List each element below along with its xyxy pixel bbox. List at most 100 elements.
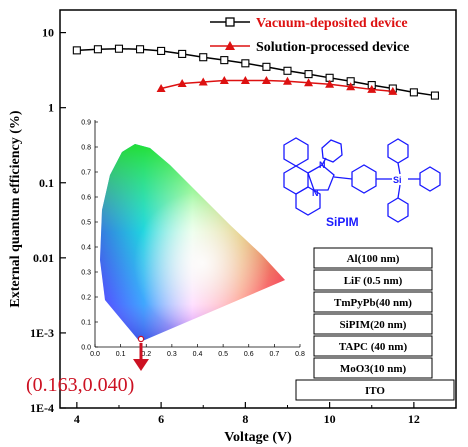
- cie-axes: [94, 120, 301, 348]
- data-point-solution: [282, 76, 292, 85]
- cie-coordinate-label: (0.163,0.040): [26, 374, 134, 396]
- cie-chromaticity-locus: [100, 144, 285, 342]
- ring-phenanthrene-c: [295, 186, 321, 216]
- stack-layer: [313, 269, 433, 291]
- data-point-solution: [304, 78, 314, 87]
- data-point-solution: [240, 76, 250, 85]
- bond-si-bottom: [397, 184, 401, 199]
- ring-si-phenyl-bottom: [387, 197, 409, 223]
- data-point-vacuum: [199, 53, 208, 62]
- cie-x-tick-label: 0.1: [116, 351, 126, 358]
- cie-y-tick-label: 0.7: [81, 170, 91, 177]
- legend-label-vacuum: Vacuum-deposited device: [256, 16, 408, 31]
- cie-x-tick-label: 0.5: [218, 351, 228, 358]
- cie-y-tick-label: 0.8: [81, 145, 91, 152]
- device-stack: Al(100 nm) LiF (0.5 nm) TmPyPb(40 nm) SiPIM…: [295, 247, 455, 401]
- data-point-vacuum: [135, 45, 145, 54]
- data-point-vacuum: [114, 44, 124, 53]
- y-tick-label: 0.1: [39, 176, 54, 190]
- ring-si-phenyl-top: [387, 138, 409, 164]
- data-point-vacuum: [72, 46, 81, 55]
- cie-x-tick-label: 0.7: [270, 351, 280, 358]
- legend-marker-solution: [225, 41, 235, 50]
- cie-y-tick-labels: 0.0 0.1 0.2 0.3 0.4 0.5 0.6 0.7 0.8 0.9: [81, 120, 91, 352]
- stack-layer-label: SiPIM(20 nm): [340, 319, 407, 331]
- data-point-vacuum: [262, 62, 271, 71]
- stack-layer-label: LiF (0.5 nm): [344, 275, 403, 287]
- cie-y-tick-label: 0.1: [81, 320, 91, 327]
- main-axis-ticks: [60, 32, 457, 409]
- cie-y-tick-label: 0.6: [81, 195, 91, 202]
- legend-marker-vacuum: [225, 17, 235, 27]
- ring-phenanthrene-a: [283, 137, 309, 167]
- atom-n-bottom: N: [312, 188, 319, 198]
- cie-y-tick-label: 0.2: [81, 295, 91, 302]
- cie-y-tick-label: 0.9: [81, 120, 91, 127]
- atom-n-top: N: [319, 160, 326, 170]
- cie-x-tick-label: 0.8: [295, 351, 305, 358]
- bond-si-top: [397, 162, 401, 175]
- cie-inset: 0.0 0.1 0.2 0.3 0.4 0.5 0.6 0.7 0.8 0.0 0.1 0.2 0.3…: [26, 120, 305, 397]
- data-point-solution: [325, 79, 335, 88]
- ring-n-phenyl: [321, 139, 343, 163]
- ring-imidazole: [307, 164, 335, 191]
- cie-x-tick-label: 0.6: [244, 351, 254, 358]
- stack-layer: [313, 291, 433, 313]
- x-tick-label: 4: [74, 412, 80, 426]
- x-tick-label: 12: [408, 412, 420, 426]
- ring-phenylene: [351, 164, 377, 194]
- cie-y-tick-label: 0.4: [81, 245, 91, 252]
- data-point-vacuum: [178, 49, 187, 58]
- legend: Vacuum-deposited device Solution-process…: [210, 16, 409, 55]
- data-point-solution: [346, 82, 356, 91]
- stack-layer: [313, 357, 433, 379]
- atom-si: Si: [393, 175, 402, 185]
- data-point-vacuum: [241, 59, 250, 68]
- cie-y-tick-label: 0.0: [81, 345, 91, 352]
- cie-coordinate-point: [137, 335, 145, 343]
- data-point-vacuum: [283, 66, 292, 75]
- stack-layer-label: ITO: [365, 385, 385, 397]
- data-point-solution: [219, 76, 229, 85]
- plot-frame: [59, 9, 457, 409]
- ring-si-phenyl-right: [419, 166, 441, 192]
- y-tick-label: 0.01: [33, 251, 54, 265]
- x-axis-label: Voltage (V): [224, 430, 292, 445]
- stack-layer-label: MoO3(10 nm): [340, 363, 407, 375]
- data-point-solution: [388, 86, 398, 95]
- y-tick-labels: 10 1 0.1 0.01 1E-3 1E-4: [30, 26, 54, 415]
- x-tick-label: 6: [158, 412, 164, 426]
- bond-n-phenyl: [321, 157, 327, 166]
- y-tick-label: 10: [42, 26, 54, 40]
- y-axis-label: External quantum efficiency (%): [8, 110, 23, 307]
- data-point-vacuum: [93, 45, 102, 54]
- series-line-1: [160, 79, 393, 93]
- cie-x-tick-label: 0.4: [193, 351, 203, 358]
- data-point-vacuum: [157, 46, 166, 55]
- data-point-solution: [156, 84, 166, 93]
- y-tick-label: 1: [48, 101, 54, 115]
- data-point-vacuum: [430, 91, 439, 100]
- x-tick-label: 8: [242, 412, 248, 426]
- stack-layer: [313, 247, 433, 269]
- data-point-solution: [367, 84, 377, 93]
- cie-y-tick-label: 0.5: [81, 220, 91, 227]
- cie-x-tick-label: 0.3: [167, 351, 177, 358]
- stack-layer-label: TAPC (40 nm): [339, 341, 408, 353]
- cie-x-tick-label: 0.2: [141, 351, 151, 358]
- data-point-vacuum: [220, 56, 229, 65]
- data-point-solution: [198, 77, 208, 86]
- molecule-name: SiPIM: [326, 215, 359, 229]
- x-tick-label: 10: [324, 412, 336, 426]
- stack-layer-label: Al(100 nm): [347, 253, 400, 265]
- series-line-0: [76, 47, 436, 97]
- series-layer: [72, 44, 439, 100]
- legend-label-solution: Solution-processed device: [256, 40, 409, 55]
- data-point-solution: [261, 76, 271, 85]
- cie-arrow-head: [133, 359, 149, 371]
- x-tick-labels: 4 6 8 10 12: [74, 412, 420, 426]
- data-point-vacuum: [409, 88, 418, 97]
- stack-layer: [313, 313, 433, 335]
- y-tick-label: 1E-3: [30, 326, 54, 340]
